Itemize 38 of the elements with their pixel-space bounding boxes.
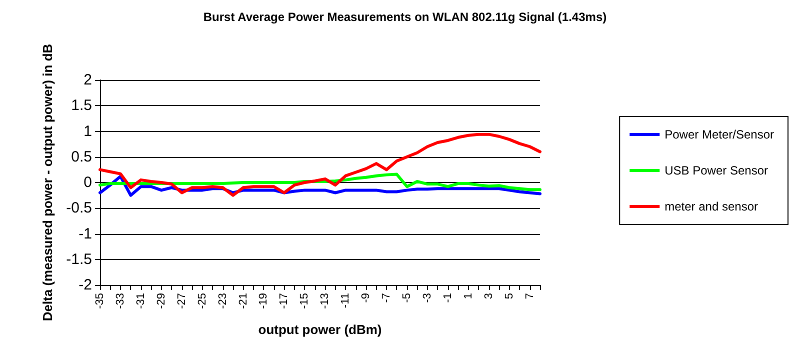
x-tick-label: -1 <box>442 293 454 303</box>
x-tick-label: 1 <box>462 293 474 300</box>
y-tick-label: 0 <box>84 174 92 191</box>
y-tick-label: -1 <box>78 225 92 242</box>
x-tick-label: -9 <box>360 293 372 303</box>
y-tick-label: -2 <box>78 276 92 294</box>
y-axis-title: Delta (measured power - output power) in dB <box>40 44 55 322</box>
x-tick-label: -19 <box>258 293 270 309</box>
x-tick-label: -7 <box>380 293 393 303</box>
y-tick-label: -0.5 <box>66 200 92 217</box>
x-tick-label: -17 <box>278 293 290 309</box>
y-tick-label: 1 <box>84 122 92 140</box>
x-tick-label: -5 <box>400 293 413 303</box>
x-tick-label: -21 <box>237 293 250 309</box>
legend-label: Power Meter/Sensor <box>664 128 774 142</box>
x-tick-label: -29 <box>155 293 168 309</box>
legend-label: USB Power Sensor <box>664 164 768 178</box>
x-tick-label: -3 <box>421 293 434 303</box>
x-tick-label: -27 <box>176 293 188 309</box>
x-tick-label: -15 <box>298 293 311 309</box>
x-tick-label: -13 <box>319 293 332 309</box>
x-tick-label: -35 <box>94 293 106 309</box>
y-tick-label: 2 <box>84 72 92 88</box>
x-tick-label: -33 <box>114 293 126 309</box>
x-tick-label: -31 <box>134 293 147 309</box>
x-tick-label: -25 <box>196 293 208 309</box>
line-series <box>98 132 542 197</box>
x-tick-label: -23 <box>216 293 229 309</box>
legend-label: meter and sensor <box>664 200 758 214</box>
x-tick-label: 5 <box>503 293 516 300</box>
y-tick-label: 0.5 <box>71 148 92 166</box>
x-tick-label: 3 <box>482 293 495 300</box>
chart-title: Burst Average Power Measurements on WLAN 802.11g Signal (1.43ms) <box>203 10 607 24</box>
y-tick-label: -1.5 <box>66 250 92 268</box>
x-axis-title: output power (dBm) <box>258 322 382 337</box>
x-tick-label: -11 <box>340 293 352 308</box>
y-tick-label: 1.5 <box>71 97 92 114</box>
x-tick-label: 7 <box>524 293 536 300</box>
